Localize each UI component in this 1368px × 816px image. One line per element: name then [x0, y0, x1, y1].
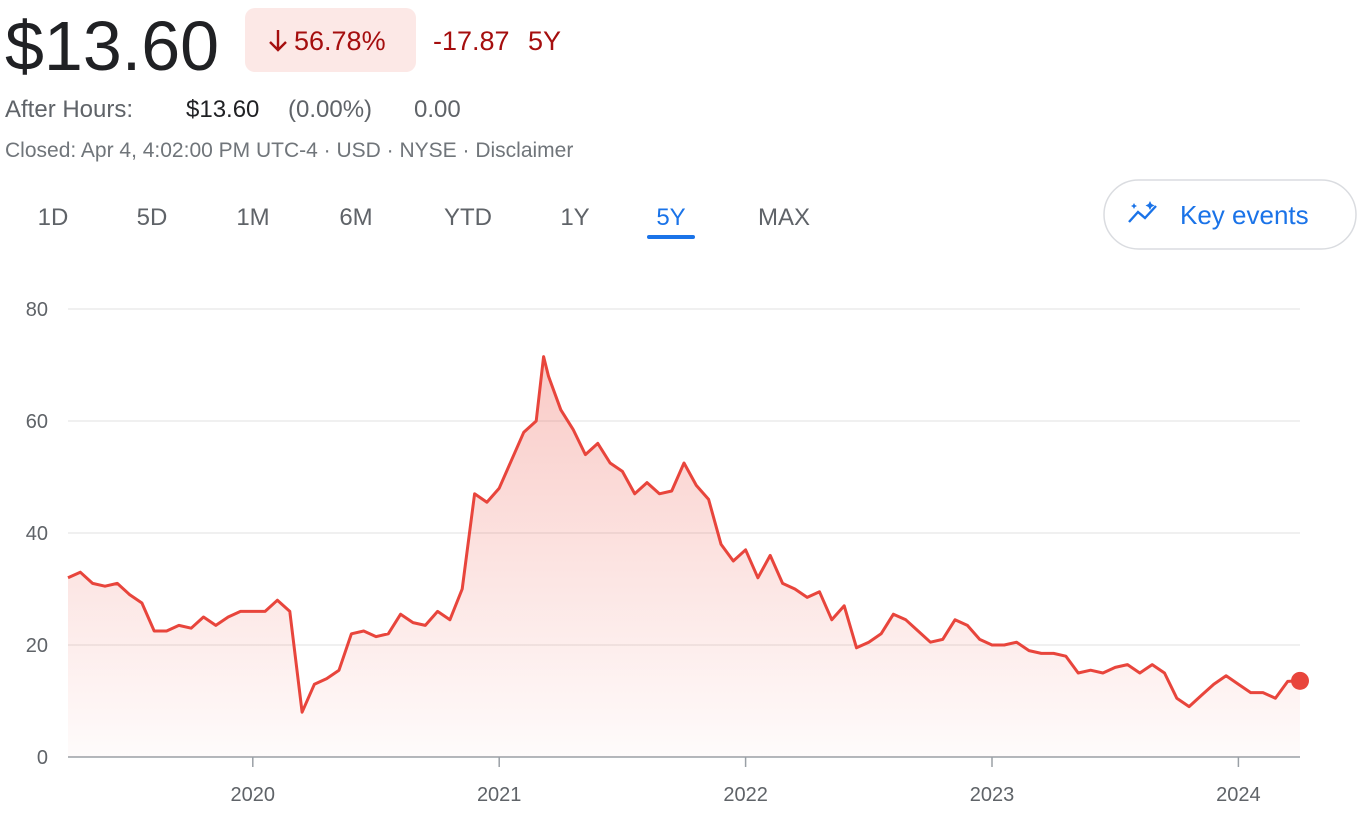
- x-tick-label: 2022: [723, 784, 768, 806]
- price: $13.60: [5, 7, 219, 85]
- period: 5Y: [528, 26, 561, 56]
- after-hours-label: After Hours:: [5, 96, 133, 123]
- y-tick-label: 20: [26, 635, 48, 657]
- key-events-label[interactable]: Key events: [1180, 200, 1309, 230]
- after-hours-change: 0.00: [414, 96, 461, 123]
- x-tick-label: 2023: [970, 784, 1015, 806]
- change: -17.87: [433, 26, 510, 56]
- range-tab[interactable]: YTD: [444, 204, 492, 231]
- y-tick-label: 0: [37, 747, 48, 769]
- range-tab[interactable]: MAX: [758, 204, 810, 231]
- change-badge: [245, 8, 416, 72]
- price-line: [67, 355, 1301, 714]
- range-tab[interactable]: 1M: [236, 204, 269, 231]
- range-tab[interactable]: 1Y: [560, 204, 589, 231]
- y-tick-label: 40: [26, 523, 48, 545]
- range-tab[interactable]: 6M: [339, 204, 372, 231]
- change-percent: 56.78%: [294, 26, 386, 56]
- active-tab-indicator: [647, 235, 695, 239]
- last-price-dot: [1291, 671, 1309, 690]
- down-arrow-icon: [269, 30, 287, 52]
- range-tab[interactable]: 5D: [137, 204, 168, 231]
- range-tab[interactable]: 1D: [38, 204, 69, 231]
- after-hours-price: $13.60: [186, 96, 259, 123]
- y-tick-label: 80: [26, 299, 48, 321]
- x-tick-label: 2024: [1216, 784, 1261, 806]
- key-events-icon: [1128, 205, 1157, 223]
- after-hours-percent: (0.00%): [288, 96, 372, 123]
- range-tab[interactable]: 5Y: [656, 204, 685, 231]
- sparkle-icon: [1131, 201, 1155, 210]
- x-tick-label: 2021: [477, 784, 522, 806]
- market-status: Closed: Apr 4, 4:02:00 PM UTC-4 · USD · …: [5, 139, 573, 162]
- x-tick-label: 2020: [231, 784, 276, 806]
- price-area: [68, 356, 1300, 757]
- y-tick-label: 60: [26, 411, 48, 433]
- key-events-button[interactable]: [1103, 179, 1357, 250]
